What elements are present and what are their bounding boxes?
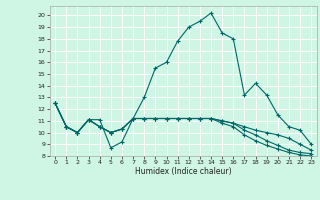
- X-axis label: Humidex (Indice chaleur): Humidex (Indice chaleur): [135, 167, 231, 176]
